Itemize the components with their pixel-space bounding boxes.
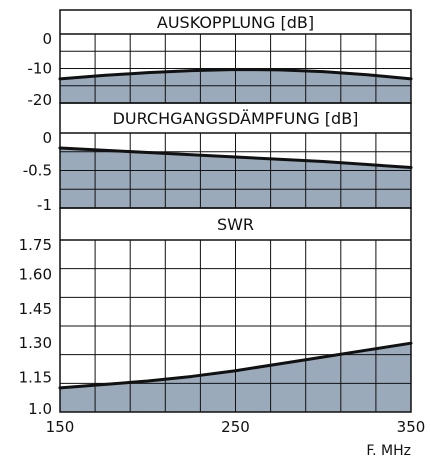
x-tick-label: 350: [397, 418, 426, 436]
y-tick-label: -10: [28, 60, 53, 78]
panel-title: DURCHGANGSDÄMPFUNG [dB]: [113, 109, 359, 128]
y-tick-label: -1: [37, 196, 52, 214]
series-line-2: [58, 146, 413, 169]
y-tick-label: 1.15: [19, 369, 52, 387]
panel-2: DURCHGANGSDÄMPFUNG [dB] 0 -0.5 -1: [23, 102, 413, 214]
y-tick-label: 1.45: [19, 300, 52, 318]
y-tick-label: -20: [28, 91, 53, 109]
panel-title: SWR: [217, 215, 254, 234]
y-tick-label: 1.30: [19, 334, 52, 352]
panel-1: AUSKOPPLUNG [dB] 0 -10 -20: [28, 9, 413, 109]
y-tick-label: -0.5: [23, 162, 52, 180]
x-tick-label: 250: [221, 418, 250, 436]
panel-3: SWR 1.75 1.60 1.45 1.30 1.15 1.0: [19, 207, 413, 418]
y-tick-label: 0: [42, 129, 52, 147]
series-line-3: [58, 341, 413, 390]
panel-frame: [59, 207, 412, 413]
y-tick-label: 1.0: [28, 400, 52, 418]
series-line-1: [58, 68, 413, 81]
y-tick-label: 1.75: [19, 236, 52, 254]
panel-title: AUSKOPPLUNG [dB]: [157, 13, 314, 32]
x-tick-label: 150: [46, 418, 75, 436]
y-tick-label: 0: [42, 30, 52, 48]
x-axis: 150 250 350 F. MHz: [46, 418, 426, 459]
y-tick-label: 1.60: [19, 265, 52, 283]
x-axis-unit-label: F. MHz: [366, 443, 411, 459]
